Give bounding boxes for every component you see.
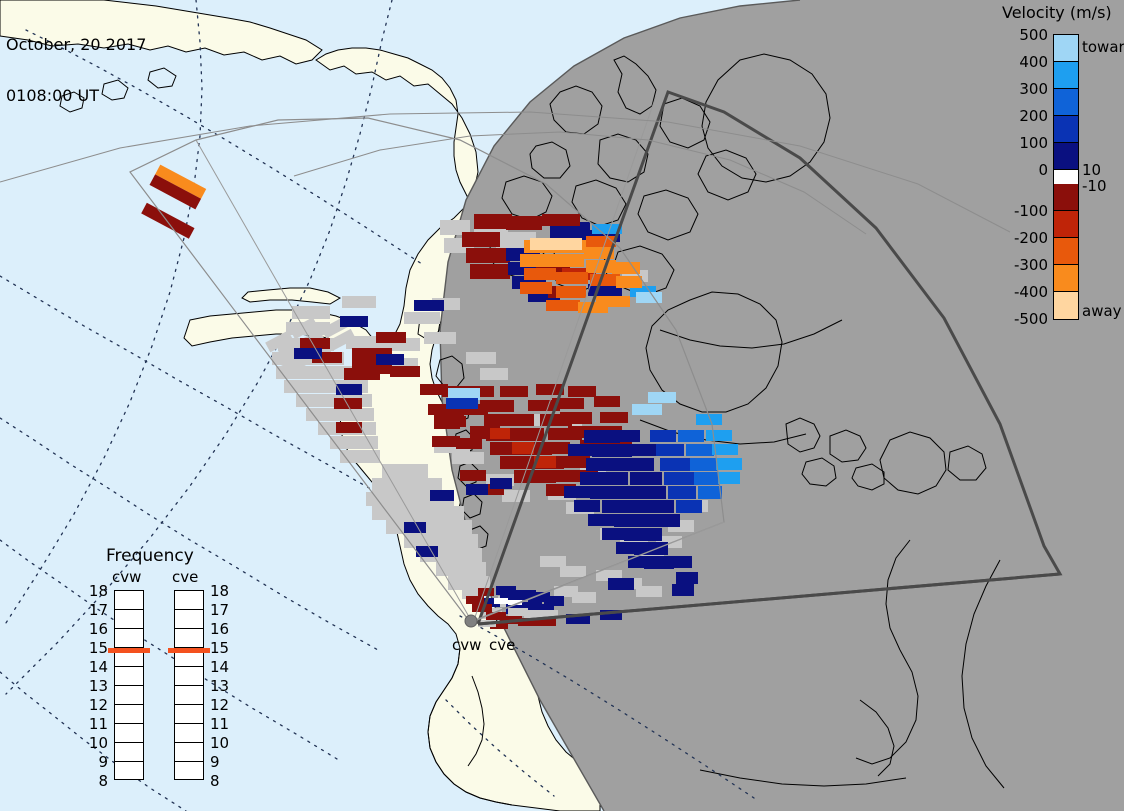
colorbar-tick-labels: 500 400 300 200 100 0 -100 -200 -300 -400 -500 (998, 26, 1050, 328)
timestamp-block: October, 20 2017 0108:00 UT (6, 2, 146, 138)
frequency-tick-label: 16 (88, 620, 108, 638)
colorbar-tick-label: -300 (1013, 255, 1048, 274)
frequency-legend: Frequency cvw 18 17 16 15 14 13 12 11 10 9 8 cve 18 17… (84, 546, 244, 790)
frequency-cell (115, 724, 143, 743)
frequency-tick-label: 12 (88, 696, 108, 714)
colorbar-segment (1054, 62, 1078, 90)
frequency-tick-label: 11 (88, 715, 108, 733)
colorbar-segment (1054, 210, 1078, 238)
frequency-tick-label: 8 (98, 772, 108, 790)
frequency-tick-label: 15 (210, 639, 230, 657)
frequency-tick-label: 10 (88, 734, 108, 752)
frequency-tick-label: 14 (88, 658, 108, 676)
frequency-cell (175, 724, 203, 743)
colorbar-toward-label: toward (1082, 38, 1124, 56)
velocity-cells-northwest (141, 164, 207, 239)
frequency-tick-label: 9 (98, 753, 108, 771)
colorbar-side-labels: toward 10-10 away (1082, 26, 1124, 326)
colorbar-segment (1054, 35, 1078, 63)
frequency-tick-label: 13 (210, 677, 230, 695)
frequency-cell (115, 648, 143, 667)
colorbar-segment (1054, 143, 1078, 171)
frequency-cell (175, 629, 203, 648)
frequency-tick-label: 8 (210, 772, 220, 790)
frequency-tick-label: 14 (210, 658, 230, 676)
frequency-cell (115, 743, 143, 762)
frequency-cell (115, 610, 143, 629)
frequency-cell (115, 591, 143, 610)
colorbar-tick-label: -100 (1013, 201, 1048, 220)
frequency-tick-label: 16 (210, 620, 230, 638)
frequency-cell (115, 667, 143, 686)
frequency-cell (175, 591, 203, 610)
velocity-cells-red-lobe-mid (490, 428, 556, 468)
timestamp-time: 0108:00 UT (6, 86, 100, 105)
frequency-tick-label: 18 (88, 582, 108, 600)
velocity-cells-blue-lobe (294, 292, 742, 624)
frequency-radar-name-cvw: cvw (112, 568, 142, 586)
frequency-cell (115, 629, 143, 648)
timestamp-date: October, 20 2017 (6, 35, 147, 54)
colorbar-segment (1054, 89, 1078, 117)
frequency-bar-cve (174, 590, 204, 780)
colorbar-segment (1054, 291, 1078, 319)
frequency-tick-label: 11 (210, 715, 230, 733)
frequency-cell (175, 743, 203, 762)
frequency-cell (175, 705, 203, 724)
colorbar-tick-label: 0 (1038, 161, 1048, 180)
frequency-tick-label: 12 (210, 696, 230, 714)
frequency-cell (175, 648, 203, 667)
colorbar-positive-threshold-label: 10 (1082, 161, 1102, 180)
colorbar-segment (1054, 183, 1078, 211)
frequency-tick-label: 10 (210, 734, 230, 752)
frequency-cell (175, 667, 203, 686)
frequency-radar-name-cve: cve (172, 568, 199, 586)
frequency-marker-cve (168, 647, 210, 653)
frequency-cell (175, 686, 203, 705)
colorbar-tick-label: -200 (1013, 228, 1048, 247)
geomagnetic-grid (0, 0, 755, 811)
station-label-cve: cve (489, 636, 516, 654)
colorbar-zero-gap (1054, 170, 1078, 184)
frequency-tick-label: 15 (88, 639, 108, 657)
colorbar-swatches (1053, 34, 1079, 320)
colorbar-tick-label: -400 (1013, 282, 1048, 301)
frequency-cell (175, 762, 203, 781)
radar-site-marker (464, 614, 478, 628)
colorbar-negative-threshold-label: -10 (1082, 176, 1107, 195)
frequency-tick-label: 18 (210, 582, 230, 600)
field-of-view-outlines (0, 90, 1063, 626)
colorbar-segment (1054, 116, 1078, 144)
colorbar-away-label: away (1082, 302, 1122, 320)
colorbar-segment (1054, 264, 1078, 292)
frequency-tick-label: 17 (88, 601, 108, 619)
colorbar-tick-label: 300 (1019, 80, 1048, 99)
frequency-title: Frequency (106, 546, 194, 566)
frequency-cell (115, 705, 143, 724)
frequency-bar-cvw (114, 590, 144, 780)
frequency-marker-cvw (108, 647, 150, 653)
frequency-tick-label: 9 (210, 753, 220, 771)
colorbar-tick-label: 400 (1019, 53, 1048, 72)
colorbar-segment (1054, 237, 1078, 265)
velocity-cells-north (462, 214, 656, 313)
colorbar-tick-label: 500 (1019, 26, 1048, 44)
colorbar-title: Velocity (m/s) (1002, 3, 1112, 22)
frequency-tick-label: 17 (210, 601, 230, 619)
frequency-cell (175, 610, 203, 629)
colorbar-tick-label: 100 (1019, 134, 1048, 153)
frequency-cell (115, 686, 143, 705)
frequency-tick-label: 13 (88, 677, 108, 695)
station-label-cvw: cvw (452, 636, 482, 654)
frequency-cell (115, 762, 143, 781)
colorbar-tick-label: -500 (1013, 310, 1048, 328)
colorbar-tick-label: 200 (1019, 107, 1048, 126)
velocity-colorbar: Velocity (m/s) 500 400 300 200 100 0 -100 -200 -… (998, 0, 1124, 340)
